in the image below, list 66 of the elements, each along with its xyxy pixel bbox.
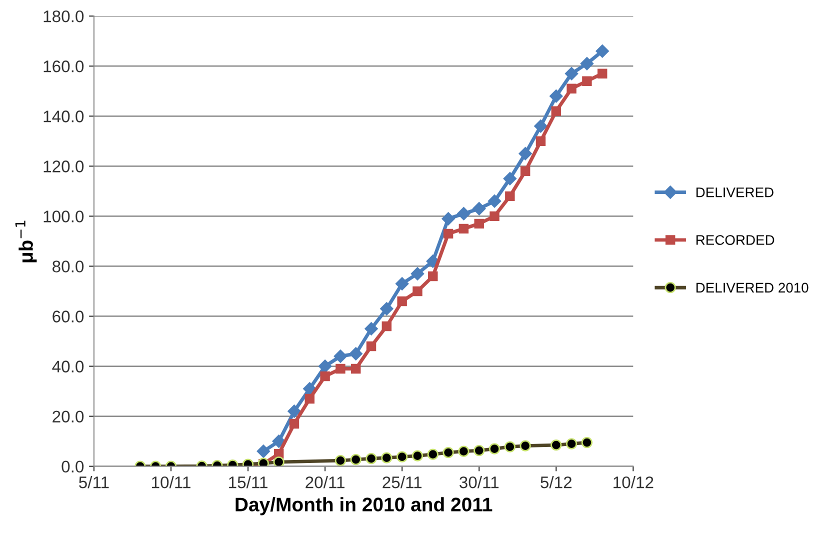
point <box>380 302 394 316</box>
y-tick-label: 120.0 <box>44 160 84 172</box>
point <box>564 67 578 80</box>
point <box>458 224 469 234</box>
point <box>303 382 316 396</box>
point <box>474 218 484 229</box>
point <box>488 194 502 208</box>
point <box>334 350 348 363</box>
point <box>320 371 330 382</box>
x-tick-label: 20/11 <box>306 476 344 488</box>
point <box>520 166 530 176</box>
point <box>442 212 455 226</box>
point <box>397 296 407 306</box>
y-tick-label: 40.0 <box>52 360 84 372</box>
point <box>536 136 546 146</box>
point <box>318 360 332 373</box>
x-tick-label: 10/11 <box>152 476 190 488</box>
point <box>518 147 532 160</box>
point <box>503 172 517 186</box>
y-tick-label: 160.0 <box>44 60 84 72</box>
point <box>596 44 609 58</box>
y-tick-label: 60.0 <box>52 310 84 322</box>
point <box>580 57 594 70</box>
x-tick-label: 5/12 <box>540 476 572 488</box>
x-tick-label: 15/11 <box>229 476 268 488</box>
legend-label: DELIVERED <box>696 188 774 198</box>
point <box>382 321 392 332</box>
x-tick-label: 10/12 <box>614 476 654 488</box>
point <box>598 68 608 78</box>
x-tick-label: 25/11 <box>382 476 422 488</box>
legend-label: DELIVERED 2010 <box>696 282 808 293</box>
point <box>505 191 515 202</box>
point <box>412 286 422 296</box>
point <box>364 322 378 336</box>
point <box>272 434 286 448</box>
y-tick-label: 140.0 <box>44 110 84 122</box>
y-tick-label: 100.0 <box>44 210 84 222</box>
point <box>336 364 346 374</box>
y-tick-label: 180.0 <box>44 10 84 22</box>
point <box>550 90 563 103</box>
point <box>366 341 376 352</box>
point <box>256 444 270 458</box>
x-tick-label: 5/11 <box>79 476 109 488</box>
point <box>443 228 454 239</box>
point <box>582 76 592 86</box>
point <box>304 394 315 404</box>
y-tick-label: 20.0 <box>52 410 84 422</box>
point <box>349 347 362 360</box>
point <box>457 207 470 220</box>
legend-label: RECORDED <box>696 235 774 245</box>
point <box>472 202 486 216</box>
point <box>289 418 300 429</box>
point <box>490 211 500 222</box>
point <box>428 271 438 282</box>
y-tick-label: 0.0 <box>62 460 84 473</box>
point <box>410 267 424 280</box>
point <box>288 404 301 418</box>
point <box>534 120 548 133</box>
y-tick-label: 80.0 <box>52 260 84 272</box>
x-tick-label: 30/11 <box>460 476 499 488</box>
point <box>395 277 409 290</box>
point <box>566 84 576 94</box>
point <box>551 106 562 116</box>
y-axis-title: μb$^{−1}$ <box>15 220 37 262</box>
x-axis-title: Day/Month in 2010 and 2011 <box>236 497 492 516</box>
point <box>351 364 361 374</box>
